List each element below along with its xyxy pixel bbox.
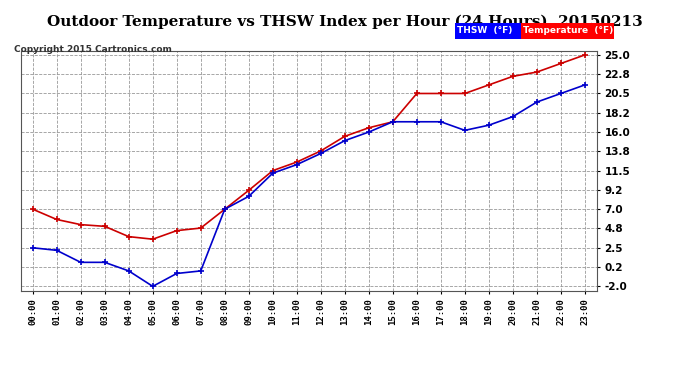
Text: Outdoor Temperature vs THSW Index per Hour (24 Hours)  20150213: Outdoor Temperature vs THSW Index per Ho… [47, 15, 643, 29]
Text: Temperature  (°F): Temperature (°F) [523, 26, 613, 35]
Text: THSW  (°F): THSW (°F) [457, 26, 513, 35]
Text: Copyright 2015 Cartronics.com: Copyright 2015 Cartronics.com [14, 45, 172, 54]
